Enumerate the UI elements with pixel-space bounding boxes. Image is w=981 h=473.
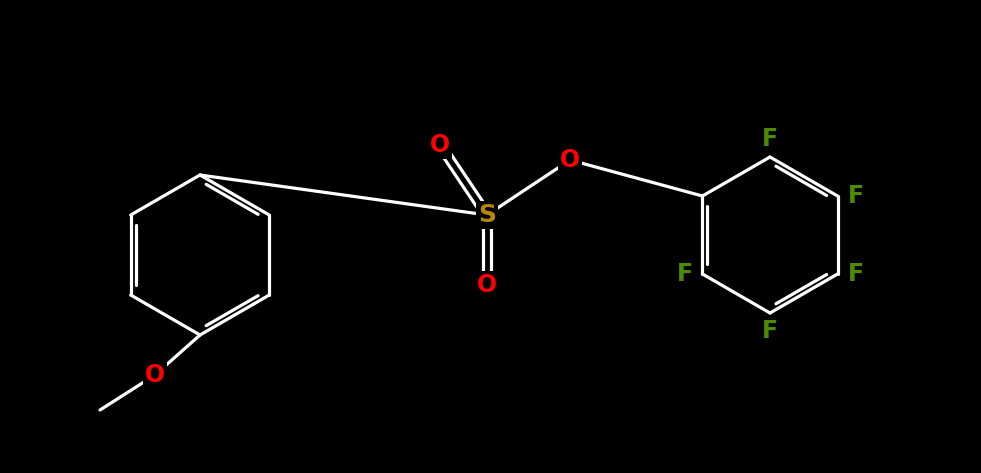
Text: F: F bbox=[676, 262, 693, 286]
Text: O: O bbox=[430, 133, 450, 157]
Text: F: F bbox=[848, 262, 863, 286]
Text: F: F bbox=[762, 319, 778, 343]
Text: S: S bbox=[478, 203, 496, 227]
Text: O: O bbox=[145, 363, 165, 387]
Text: F: F bbox=[762, 127, 778, 151]
Text: O: O bbox=[560, 148, 580, 172]
Text: F: F bbox=[848, 184, 863, 208]
Text: O: O bbox=[477, 273, 497, 297]
